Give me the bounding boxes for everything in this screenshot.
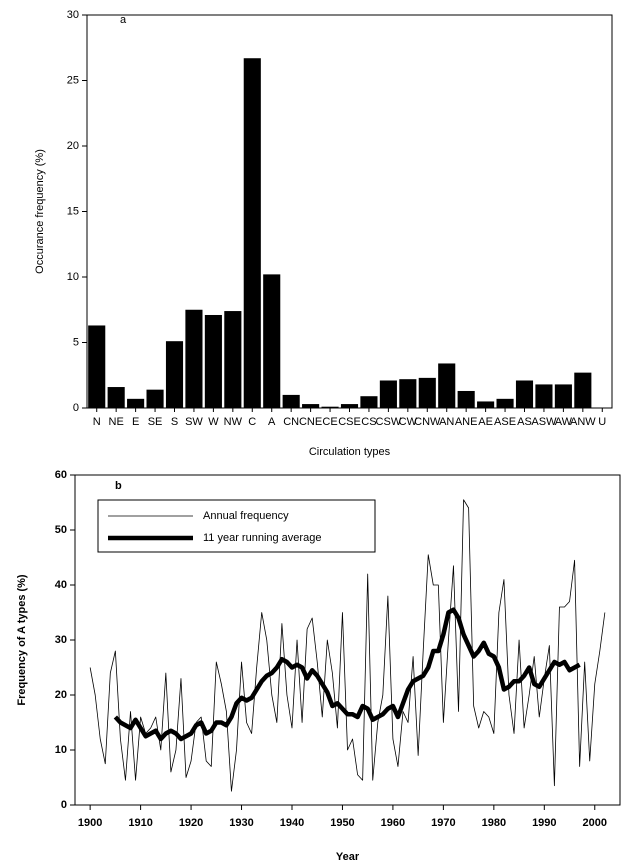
- x-tick-label: 1910: [128, 817, 152, 829]
- x-tick-label: CE: [322, 416, 337, 428]
- chart-label: b: [115, 480, 122, 492]
- x-tick-label: W: [208, 416, 219, 428]
- x-tick-label: 1920: [179, 817, 203, 829]
- x-tick-label: AS: [517, 416, 532, 428]
- y-tick-label: 10: [55, 744, 67, 756]
- bar: [321, 406, 339, 408]
- x-tick-label: 1930: [229, 817, 253, 829]
- x-tick-label: AW: [555, 416, 573, 428]
- legend-label: 11 year running average: [203, 532, 321, 544]
- x-tick-label: ANW: [570, 416, 596, 428]
- bar: [127, 398, 145, 408]
- bar: [165, 341, 184, 408]
- x-tick-label: N: [93, 416, 101, 428]
- x-tick-label: AN: [439, 416, 454, 428]
- bar: [477, 401, 495, 408]
- bar: [107, 387, 125, 408]
- data-line: [89, 499, 606, 792]
- y-tick-label: 20: [67, 140, 79, 152]
- bar: [535, 384, 553, 408]
- bar: [185, 309, 203, 408]
- y-tick-label: 15: [67, 205, 79, 217]
- plot-frame: [86, 14, 613, 409]
- y-tick-label: 5: [73, 336, 79, 348]
- data-line: [113, 607, 581, 742]
- y-tick-label: 0: [61, 799, 67, 811]
- legend-box: [97, 499, 376, 553]
- x-tick-label: ASE: [494, 416, 516, 428]
- bar: [496, 398, 514, 408]
- x-tick-label: CW: [399, 416, 418, 428]
- bar: [243, 58, 261, 408]
- x-tick-label: NE: [109, 416, 124, 428]
- x-axis-label: Circulation types: [309, 446, 391, 458]
- x-tick-label: C: [248, 416, 256, 428]
- bar: [515, 380, 534, 408]
- y-tick-label: 30: [55, 634, 67, 646]
- x-tick-label: 1940: [280, 817, 304, 829]
- chart-label: a: [120, 14, 127, 26]
- y-tick-label: 60: [55, 469, 67, 481]
- x-tick-label: 1950: [330, 817, 354, 829]
- x-tick-label: CS: [361, 416, 376, 428]
- x-tick-label: CSE: [338, 416, 361, 428]
- bar: [282, 394, 300, 408]
- bar: [88, 325, 106, 408]
- x-tick-label: 1980: [482, 817, 506, 829]
- x-tick-label: S: [171, 416, 178, 428]
- bar: [554, 384, 572, 408]
- bar: [360, 396, 378, 408]
- x-tick-label: ASW: [531, 416, 557, 428]
- bar: [146, 389, 164, 408]
- bar: [302, 404, 320, 408]
- x-axis-label: Year: [336, 851, 360, 863]
- x-tick-label: E: [132, 416, 139, 428]
- x-tick-label: CNW: [414, 416, 441, 428]
- bar: [224, 311, 242, 408]
- x-tick-label: 1960: [381, 817, 405, 829]
- x-tick-label: 1970: [431, 817, 455, 829]
- x-tick-label: 2000: [583, 817, 607, 829]
- y-tick-label: 10: [67, 271, 79, 283]
- y-tick-label: 50: [55, 524, 67, 536]
- bar: [457, 390, 475, 408]
- bar: [340, 404, 359, 408]
- bar: [379, 380, 397, 408]
- y-tick-label: 25: [67, 74, 79, 86]
- legend-label: Annual frequency: [203, 510, 289, 522]
- bar: [399, 379, 417, 408]
- y-tick-label: 40: [55, 579, 67, 591]
- y-tick-label: 20: [55, 689, 67, 701]
- bar: [418, 377, 436, 408]
- x-tick-label: AE: [478, 416, 493, 428]
- legend: Annual frequency 11 year running average: [97, 499, 376, 553]
- x-tick-label: 1900: [78, 817, 102, 829]
- x-tick-label: CNE: [299, 416, 322, 428]
- y-tick-label: 0: [73, 402, 79, 414]
- x-tick-label: CN: [283, 416, 299, 428]
- bar: [574, 372, 592, 408]
- y-axis-label: Frequency of A types (%): [16, 574, 28, 706]
- bar: [204, 314, 222, 408]
- bar: [263, 274, 281, 408]
- x-tick-label: CSW: [376, 416, 402, 428]
- x-tick-label: ANE: [455, 416, 478, 428]
- x-tick-label: SE: [148, 416, 163, 428]
- bar: [438, 363, 456, 408]
- x-tick-label: U: [598, 416, 606, 428]
- y-tick-label: 30: [67, 9, 79, 21]
- x-tick-label: 1990: [532, 817, 556, 829]
- x-tick-label: SW: [185, 416, 203, 428]
- x-tick-label: NW: [224, 416, 243, 428]
- y-axis-label: Occurance frequency (%): [34, 149, 46, 274]
- x-tick-label: A: [268, 416, 276, 428]
